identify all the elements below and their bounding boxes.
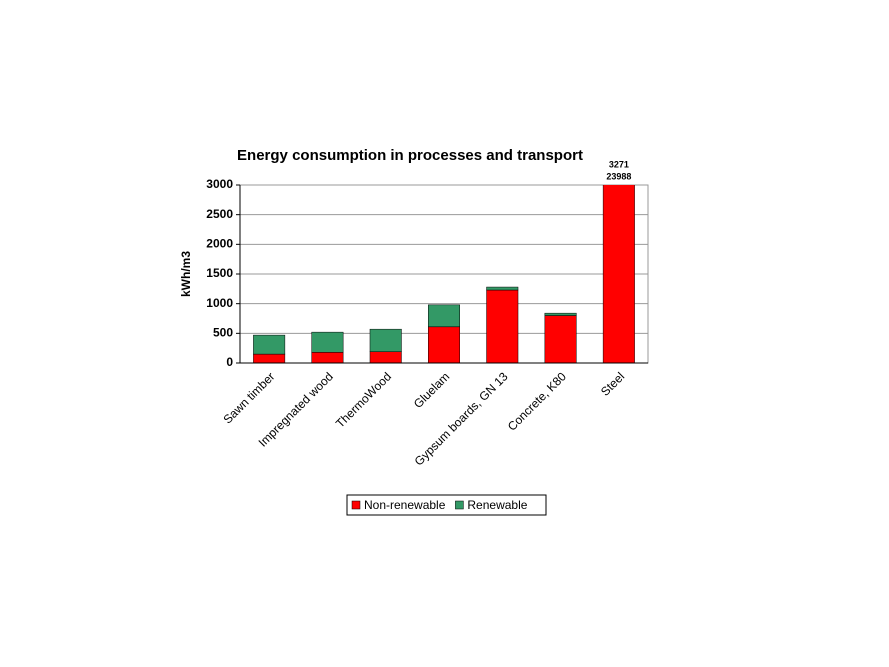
- y-tick-label: 500: [213, 326, 233, 340]
- legend-label: Non-renewable: [364, 498, 446, 512]
- x-tick-label: ThermoWood: [333, 369, 394, 430]
- legend: [346, 494, 547, 516]
- bar-segment: [428, 326, 460, 363]
- y-tick-label: 0: [226, 355, 233, 369]
- bar-segment: [602, 185, 635, 363]
- y-tick-label: 2000: [206, 237, 233, 251]
- value-label: 23988: [606, 171, 631, 181]
- y-tick-label: 1500: [206, 266, 233, 280]
- chart-title: Energy consumption in processes and tran…: [237, 147, 583, 164]
- bar-segment: [253, 353, 286, 363]
- x-tick-label: Steel: [598, 369, 627, 398]
- value-label: 3271: [609, 159, 629, 169]
- bar-segment: [369, 351, 402, 363]
- y-tick-label: 2500: [206, 207, 233, 221]
- x-tick-label: Sawn timber: [220, 369, 277, 426]
- bar-segment: [544, 312, 577, 316]
- bar-segment: [486, 286, 519, 291]
- y-axis-label: kWh/m3: [179, 251, 193, 297]
- bar-segment: [369, 328, 402, 352]
- x-tick-label: Gluelam: [411, 369, 452, 410]
- bar-segment: [253, 334, 286, 355]
- bar-segment: [311, 331, 344, 353]
- legend-label: Renewable: [467, 498, 527, 512]
- bar-segment: [486, 289, 519, 363]
- bar-segment: [311, 352, 344, 363]
- bars: [253, 185, 635, 363]
- legend-swatch: [351, 500, 361, 510]
- x-tick-label: Concrete, K80: [505, 369, 569, 433]
- y-tick-label: 3000: [206, 177, 233, 191]
- y-tick-label: 1000: [206, 296, 233, 310]
- bar-segment: [428, 304, 460, 328]
- bar-segment: [544, 315, 577, 363]
- legend-swatch: [455, 500, 464, 510]
